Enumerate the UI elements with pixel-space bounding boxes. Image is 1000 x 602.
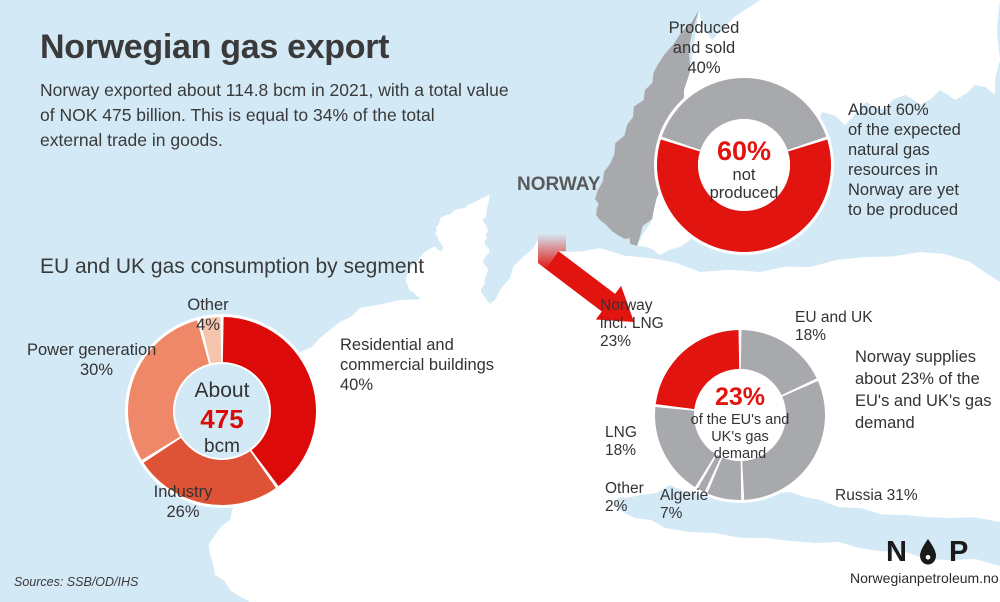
svg-text:EU's and UK's gas: EU's and UK's gas: [855, 392, 992, 410]
svg-text:resources in: resources in: [848, 161, 938, 179]
svg-text:and sold: and sold: [673, 39, 735, 57]
svg-text:About: About: [195, 379, 250, 402]
svg-text:2%: 2%: [605, 498, 628, 515]
svg-text:475: 475: [200, 404, 243, 434]
svg-text:of the expected: of the expected: [848, 121, 961, 139]
svg-text:bcm: bcm: [204, 436, 240, 457]
svg-text:4%: 4%: [196, 316, 220, 334]
svg-text:Other: Other: [187, 296, 229, 314]
svg-text:Produced: Produced: [669, 19, 740, 37]
svg-text:18%: 18%: [795, 327, 826, 344]
svg-text:40%: 40%: [340, 376, 373, 394]
svg-text:incl. LNG: incl. LNG: [600, 315, 664, 332]
svg-text:Algerie: Algerie: [660, 487, 708, 504]
svg-text:Industry: Industry: [154, 483, 213, 501]
svg-text:23%: 23%: [600, 333, 631, 350]
svg-text:Russia 31%: Russia 31%: [835, 487, 918, 504]
svg-text:about 23% of the: about 23% of the: [855, 370, 980, 388]
svg-text:demand: demand: [855, 414, 915, 432]
svg-text:to be produced: to be produced: [848, 201, 958, 219]
svg-text:demand: demand: [714, 446, 766, 462]
svg-text:40%: 40%: [687, 59, 720, 77]
svg-text:EU and UK: EU and UK: [795, 309, 873, 326]
svg-text:UK's gas: UK's gas: [711, 429, 769, 445]
svg-text:commercial buildings: commercial buildings: [340, 356, 494, 374]
svg-text:produced: produced: [710, 184, 779, 202]
svg-text:30%: 30%: [80, 361, 113, 379]
svg-text:of the EU's and: of the EU's and: [691, 412, 790, 428]
svg-text:18%: 18%: [605, 442, 636, 459]
svg-text:LNG: LNG: [605, 424, 637, 441]
svg-text:Norway are yet: Norway are yet: [848, 181, 959, 199]
svg-text:natural gas: natural gas: [848, 141, 930, 159]
svg-text:23%: 23%: [715, 383, 765, 411]
svg-text:60%: 60%: [717, 136, 771, 166]
svg-text:Residential and: Residential and: [340, 336, 454, 354]
svg-text:About 60%: About 60%: [848, 101, 929, 119]
svg-text:7%: 7%: [660, 505, 683, 522]
svg-text:Norway: Norway: [600, 297, 653, 314]
svg-text:26%: 26%: [166, 503, 199, 521]
svg-text:NORWAY: NORWAY: [517, 174, 601, 195]
svg-text:Norway supplies: Norway supplies: [855, 348, 976, 366]
svg-text:Other: Other: [605, 480, 644, 497]
svg-text:Power generation: Power generation: [27, 341, 156, 359]
svg-text:not: not: [733, 166, 756, 184]
